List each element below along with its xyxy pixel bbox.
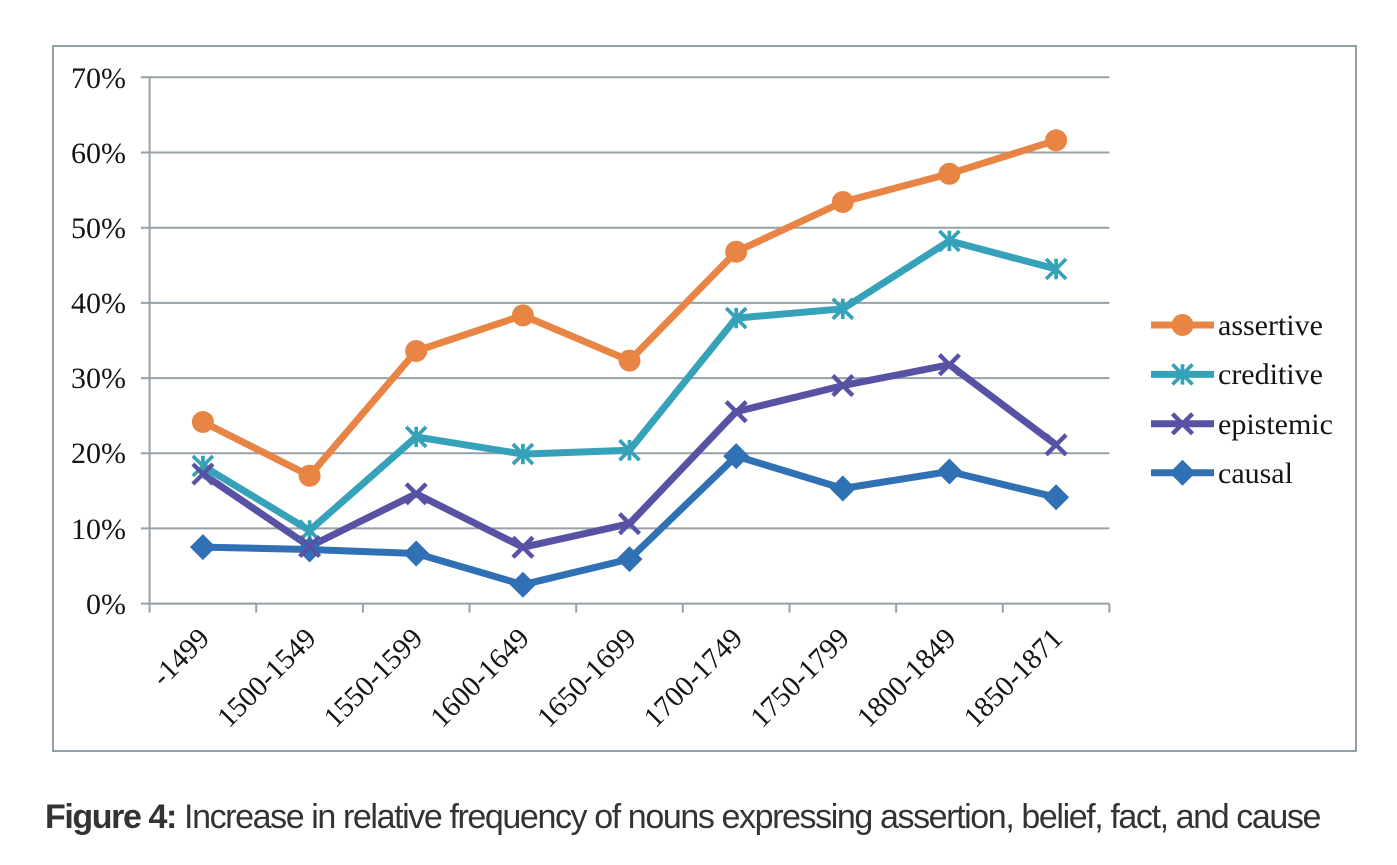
svg-text:1750-1799: 1750-1799: [744, 622, 855, 733]
svg-text:1800-1849: 1800-1849: [851, 622, 962, 733]
svg-text:causal: causal: [1218, 457, 1293, 490]
svg-text:30%: 30%: [71, 362, 126, 395]
svg-text:assertive: assertive: [1218, 309, 1323, 342]
svg-text:1500-1549: 1500-1549: [211, 622, 322, 733]
svg-text:1850-1871: 1850-1871: [958, 622, 1069, 733]
svg-text:1650-1699: 1650-1699: [531, 622, 642, 733]
svg-text:10%: 10%: [71, 513, 126, 546]
svg-text:60%: 60%: [71, 137, 126, 170]
svg-text:creditive: creditive: [1218, 358, 1323, 391]
svg-text:50%: 50%: [71, 212, 126, 245]
svg-text:1700-1749: 1700-1749: [638, 622, 749, 733]
svg-text:epistemic: epistemic: [1218, 408, 1333, 441]
svg-text:-1499: -1499: [145, 622, 215, 692]
svg-text:40%: 40%: [71, 287, 126, 320]
svg-text:20%: 20%: [71, 437, 126, 470]
svg-text:0%: 0%: [86, 588, 126, 621]
svg-text:70%: 70%: [71, 62, 126, 95]
svg-text:1550-1599: 1550-1599: [318, 622, 429, 733]
svg-text:1600-1649: 1600-1649: [424, 622, 535, 733]
